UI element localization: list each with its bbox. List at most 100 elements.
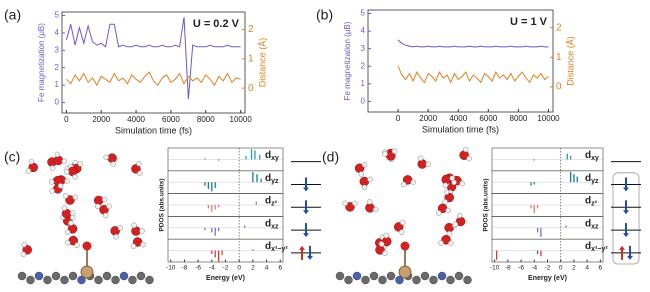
x-tick-label: 6000 — [479, 114, 497, 123]
carbon-atom — [437, 271, 447, 281]
hydrogen-atom — [64, 178, 70, 184]
carbon-atom — [412, 275, 421, 285]
oxygen-atom — [365, 203, 375, 213]
carbon-atom — [102, 271, 112, 281]
hydrogen-atom — [137, 170, 143, 177]
hydrogen-atom — [49, 165, 56, 171]
hydrogen-atom — [101, 196, 108, 203]
oxygen-atom — [53, 155, 64, 166]
x-tick-label: -4 — [209, 265, 215, 272]
x-tick-label: 2 — [572, 265, 576, 272]
x-tick-label: -8 — [182, 265, 188, 272]
y-axis-label: Fe magnetization (μB) — [37, 23, 46, 102]
hydrogen-atom — [64, 229, 71, 236]
carbon-atom — [136, 271, 146, 281]
hydrogen-atom — [110, 161, 116, 167]
data-line — [65, 17, 241, 100]
y2-tick-label: 1 — [556, 52, 562, 63]
x-tick-label: -10 — [490, 265, 500, 272]
x-axis-label: Energy (eV) — [206, 275, 245, 282]
oxygen-atom — [131, 164, 141, 174]
x-tick-label: 8000 — [197, 115, 215, 124]
hydrogen-atom — [77, 161, 84, 167]
hydrogen-atom — [136, 160, 142, 167]
hydrogen-atom — [442, 182, 449, 189]
spin-arrow-head — [627, 255, 633, 260]
spin-arrow-head — [303, 210, 309, 215]
hydrogen-atom — [20, 251, 27, 258]
orbital-label: dxz — [265, 218, 279, 230]
carbon-atom — [395, 275, 404, 285]
carbon-atom — [361, 275, 370, 285]
oxygen-atom — [444, 192, 454, 203]
hydrogen-atom — [113, 233, 120, 240]
hydrogen-atom — [25, 168, 32, 174]
hydrogen-atom — [456, 212, 463, 219]
spin-arrow-head — [623, 210, 629, 215]
carbon-atom — [77, 275, 86, 285]
hydrogen-atom — [435, 210, 442, 216]
hydrogen-atom — [399, 219, 406, 226]
hydrogen-atom — [449, 175, 455, 181]
carbon-atom — [429, 275, 438, 285]
orbital-label: dz² — [265, 195, 278, 207]
x-tick-label: -6 — [195, 265, 201, 272]
orbital-label: dxy — [585, 150, 599, 162]
oxygen-atom — [65, 195, 75, 205]
y-tick-label: 5 — [55, 11, 60, 20]
y2-tick-label: 2 — [556, 22, 562, 33]
hydrogen-atom — [398, 229, 405, 235]
hydrogen-atom — [74, 242, 80, 248]
hydrogen-atom — [366, 199, 373, 205]
panel-label: (b) — [316, 7, 333, 23]
carbon-atom — [51, 271, 61, 281]
hydrogen-atom — [68, 220, 74, 226]
hydrogen-atom — [466, 155, 472, 162]
carbon-atom — [17, 271, 27, 281]
hydrogen-atom — [382, 151, 388, 157]
carbon-atom — [369, 271, 379, 281]
hydrogen-atom — [452, 221, 459, 228]
hydrogen-atom — [117, 225, 124, 231]
x-tick-label: 10000 — [230, 115, 253, 124]
x-tick-label: 2000 — [419, 114, 437, 123]
orbital-label: dyz — [265, 172, 279, 184]
x-axis-label: Simulation time (fs) — [115, 125, 192, 135]
oxygen-atom — [107, 153, 117, 163]
spin-arrow-head — [623, 233, 629, 238]
hydrogen-atom — [342, 200, 348, 207]
oxygen-atom — [82, 241, 92, 251]
carbon-atom — [94, 275, 103, 285]
x-tick-label: 2000 — [92, 115, 110, 124]
carbon-atom — [420, 271, 430, 281]
carbon-atom — [335, 271, 345, 281]
hydrogen-atom — [57, 183, 64, 189]
x-tick-label: 0 — [559, 265, 563, 272]
annotation: U = 0.2 V — [193, 18, 240, 30]
hydrogen-atom — [106, 203, 112, 210]
hydrogen-atom — [443, 189, 450, 195]
y2-tick-label: 1 — [248, 53, 254, 64]
y-tick-label: 2 — [55, 63, 60, 72]
carbon-atom — [378, 275, 387, 285]
hydrogen-atom — [62, 193, 69, 199]
y2-axis-label: Distance (Å) — [565, 36, 575, 86]
hydrogen-atom — [367, 176, 373, 183]
oxygen-atom — [22, 245, 32, 255]
hydrogen-atom — [140, 241, 146, 248]
x-tick-label: 4000 — [127, 115, 145, 124]
hydrogen-atom — [445, 207, 451, 214]
carbon-atom — [454, 271, 464, 281]
hydrogen-atom — [410, 179, 416, 185]
panel-label: (a) — [4, 7, 21, 23]
hydrogen-atom — [54, 151, 61, 158]
y-tick-label: 1 — [361, 79, 366, 88]
hydrogen-atom — [446, 230, 453, 237]
carbon-atom — [111, 275, 120, 285]
y2-tick-label: 2 — [248, 24, 254, 35]
x-tick-label: 0 — [64, 115, 69, 124]
hydrogen-atom — [382, 250, 388, 257]
y-tick-label: 0 — [361, 97, 366, 106]
panel-label: (c) — [4, 149, 20, 165]
